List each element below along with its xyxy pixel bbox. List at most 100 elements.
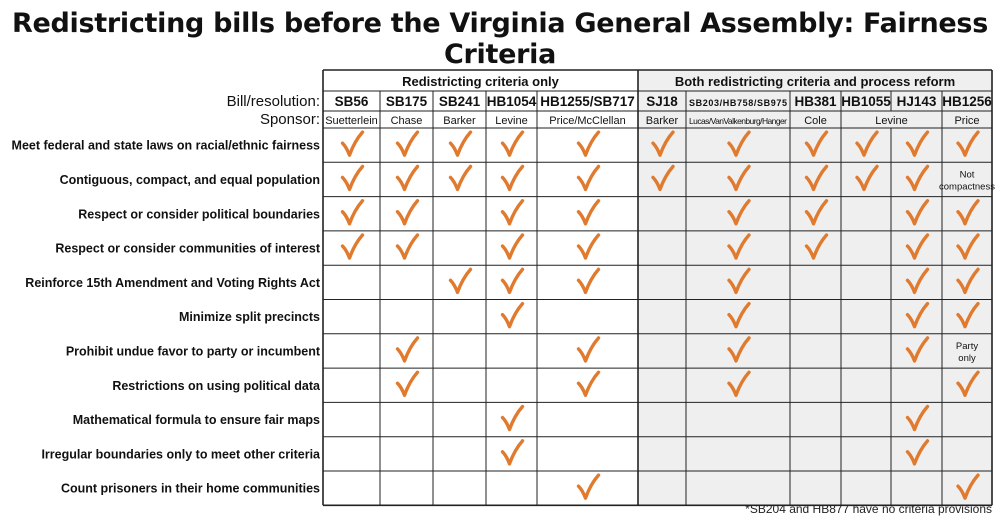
check-icon: [576, 473, 601, 500]
check-icon: [727, 130, 751, 157]
criterion-label: Meet federal and state laws on racial/et…: [12, 139, 320, 153]
check-icon: [905, 164, 930, 192]
criterion-label: Respect or consider political boundaries: [78, 207, 320, 221]
check-icon: [651, 164, 675, 192]
check-icon: [576, 370, 601, 397]
criterion-label: Mathematical formula to ensure fair maps: [73, 413, 320, 427]
bill-name: SB203/HB758/SB975: [689, 98, 787, 108]
bill-name: SB175: [386, 94, 428, 109]
criterion-label: Irregular boundaries only to meet other …: [41, 447, 321, 461]
sponsor-name: Chase: [391, 115, 423, 127]
bill-name: SB56: [335, 94, 369, 109]
group-header: Both redistricting criteria and process …: [675, 74, 955, 89]
check-icon: [576, 233, 601, 260]
check-icon: [576, 199, 601, 226]
check-icon: [956, 233, 980, 260]
check-icon: [500, 130, 525, 157]
check-icon: [905, 336, 930, 363]
bill-name: HJ143: [897, 94, 937, 109]
bill-name: HB1055: [841, 94, 891, 109]
check-icon: [905, 267, 930, 295]
criterion-label: Prohibit undue favor to party or incumbe…: [66, 344, 321, 358]
chart-title: Redistricting bills before the Virginia …: [12, 8, 988, 70]
check-icon: [395, 130, 420, 157]
check-icon: [804, 164, 829, 192]
cell-note: Not: [960, 169, 975, 180]
check-icon: [500, 404, 525, 432]
check-icon: [395, 336, 420, 363]
sponsor-name: Lucas/VanValkenburg/Hanger: [689, 116, 787, 126]
check-icon: [905, 439, 930, 466]
bill-name: HB1054: [487, 94, 537, 109]
criterion-label: Respect or consider communities of inter…: [55, 242, 320, 256]
check-icon: [905, 301, 930, 329]
check-icon: [727, 199, 751, 226]
bill-name: SJ18: [646, 94, 678, 109]
check-icon: [500, 267, 525, 295]
check-icon: [576, 130, 601, 157]
check-icon: [905, 404, 930, 432]
sponsor-name: Barker: [443, 115, 476, 127]
bill-name: HB1255/SB717: [540, 94, 635, 109]
criterion-label: Minimize split precincts: [179, 310, 320, 324]
check-icon: [855, 164, 879, 192]
check-icon: [956, 301, 980, 329]
check-icon: [956, 473, 980, 500]
check-icon: [727, 301, 751, 329]
check-icon: [727, 370, 751, 397]
check-icon: [804, 233, 829, 260]
check-icon: [500, 199, 525, 226]
check-icon: [727, 233, 751, 260]
cell-note: Party: [956, 341, 978, 352]
check-icon: [448, 164, 473, 192]
criterion-label: Reinforce 15th Amendment and Voting Righ…: [25, 276, 321, 290]
cell-note: only: [958, 353, 976, 364]
check-icon: [340, 233, 365, 260]
check-icon: [727, 164, 751, 192]
check-icon: [855, 130, 879, 157]
check-icon: [727, 267, 751, 295]
sponsor-name: Levine: [875, 115, 907, 127]
check-icon: [448, 130, 473, 157]
sponsor-name: Barker: [646, 115, 679, 127]
check-icon: [905, 199, 930, 226]
check-icon: [956, 370, 980, 397]
check-icon: [500, 164, 525, 192]
check-icon: [956, 267, 980, 295]
process-reform-shading: [638, 70, 992, 506]
check-icon: [340, 199, 365, 226]
bill-name: HB381: [794, 94, 837, 109]
sponsor-row-label: Sponsor:: [260, 111, 320, 128]
check-icon: [956, 199, 980, 226]
check-icon: [905, 130, 930, 157]
bill-row-label: Bill/resolution:: [227, 93, 320, 110]
check-icon: [576, 336, 601, 363]
check-icon: [576, 164, 601, 192]
check-icon: [500, 439, 525, 466]
check-icon: [395, 199, 420, 226]
check-icon: [727, 336, 751, 363]
sponsor-name: Price: [954, 115, 979, 127]
footnote: *SB204 and HB877 have no criteria provis…: [745, 502, 992, 516]
check-icon: [576, 267, 601, 295]
check-icon: [395, 164, 420, 192]
check-icon: [395, 233, 420, 260]
check-icon: [804, 130, 829, 157]
sponsor-name: Price/McClellan: [549, 115, 625, 127]
bill-name: SB241: [439, 94, 481, 109]
bill-name: HB1256: [942, 94, 992, 109]
check-icon: [651, 130, 675, 157]
sponsor-name: Levine: [495, 115, 527, 127]
check-icon: [448, 267, 473, 295]
check-icon: [956, 130, 980, 157]
criterion-label: Count prisoners in their home communitie…: [61, 482, 320, 496]
criterion-label: Restrictions on using political data: [112, 379, 321, 393]
sponsor-name: Cole: [804, 115, 827, 127]
check-icon: [340, 130, 365, 157]
check-icon: [804, 199, 829, 226]
group-header: Redistricting criteria only: [402, 74, 560, 89]
criterion-label: Contiguous, compact, and equal populatio…: [60, 173, 320, 187]
sponsor-name: Suetterlein: [325, 115, 378, 127]
cell-note: compactness: [939, 181, 995, 192]
